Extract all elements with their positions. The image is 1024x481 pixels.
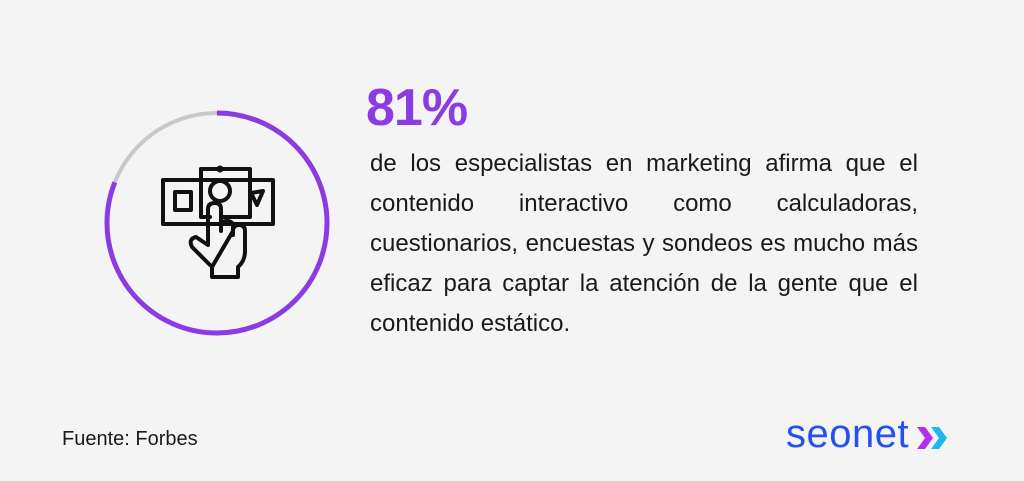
- source-citation: Fuente: Forbes: [62, 428, 198, 450]
- stat-value: 81%: [366, 79, 468, 137]
- progress-ring: [104, 110, 330, 336]
- double-chevron-icon: [917, 426, 948, 449]
- seonet-logo: seonet: [786, 412, 951, 457]
- stat-description: de los especialistas en marketing afirma…: [370, 150, 918, 337]
- logo-text: seonet: [786, 412, 910, 456]
- progress-ring-fill: [104, 110, 330, 336]
- hand-tapping-money-icon: [161, 165, 275, 279]
